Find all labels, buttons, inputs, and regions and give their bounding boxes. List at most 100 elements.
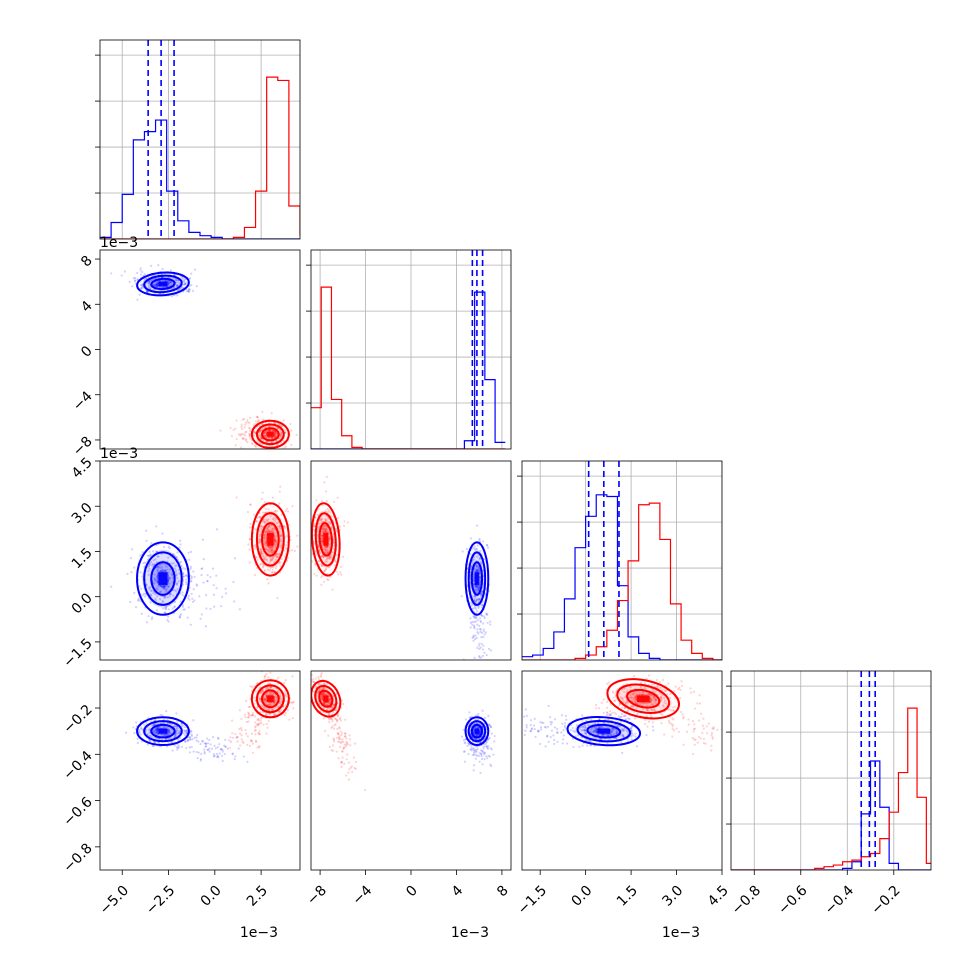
scatter-point <box>698 694 701 697</box>
scatter-point <box>157 585 160 588</box>
scatter-point <box>312 678 315 681</box>
scatter-point <box>475 524 479 527</box>
scatter-point <box>269 556 272 559</box>
scatter-point <box>325 475 328 479</box>
scatter-point <box>475 588 478 591</box>
scatter-point <box>697 735 701 739</box>
scatter-point <box>261 511 265 514</box>
scatter-point <box>338 736 341 739</box>
scatter-point <box>147 573 150 576</box>
scatter-point <box>291 717 294 720</box>
scatter-point <box>283 549 286 552</box>
scatter-point <box>547 704 550 708</box>
scatter-point <box>175 564 178 567</box>
scatter-point <box>314 522 317 525</box>
scatter-point <box>484 631 488 634</box>
scatter-point <box>272 531 275 534</box>
scatter-point <box>472 572 475 575</box>
scatter-point <box>155 726 159 730</box>
scatter-point <box>337 737 341 740</box>
scatter-point <box>173 605 176 608</box>
scatter-point <box>475 564 478 567</box>
scatter-point <box>182 572 185 575</box>
scatter-point <box>270 436 274 439</box>
scatter-point <box>473 625 476 628</box>
scatter-point <box>476 734 479 737</box>
scatter-point <box>166 568 169 571</box>
scatter-point <box>150 594 153 597</box>
scatter-point <box>214 747 217 750</box>
scatter-point <box>163 718 166 721</box>
scatter-point <box>622 700 625 703</box>
scatter-point <box>478 729 481 732</box>
scatter-point <box>199 742 202 746</box>
scatter-point <box>204 625 208 628</box>
scatter-point <box>167 620 170 623</box>
scatter-point <box>220 605 223 608</box>
scatter-point <box>188 558 191 561</box>
contour-line <box>261 689 280 709</box>
scatter-point <box>325 551 328 554</box>
scatter-point <box>671 717 674 720</box>
scatter-point <box>161 599 164 602</box>
scatter-point <box>253 527 256 530</box>
scatter-point <box>351 770 354 774</box>
density-peak <box>267 533 274 546</box>
scatter-point <box>477 597 481 601</box>
scatter-point <box>240 433 244 436</box>
scatter-point <box>667 682 670 685</box>
scatter-point <box>155 525 158 528</box>
scatter-point <box>585 738 588 741</box>
scatter-point <box>330 726 333 730</box>
scatter-point <box>654 698 657 701</box>
scatter-point <box>631 692 635 696</box>
scatter-point <box>168 722 172 725</box>
scatter-point <box>215 755 219 759</box>
scatter-point <box>621 727 624 730</box>
scatter-point <box>255 723 259 726</box>
scatter-point <box>235 437 238 441</box>
scatter-point <box>269 686 273 689</box>
scatter-point <box>175 582 178 585</box>
contour-line <box>136 541 190 616</box>
scatter-point <box>253 573 257 577</box>
scatter-point <box>341 738 344 741</box>
scatter-point <box>314 550 317 553</box>
scatter-point <box>490 764 493 768</box>
scatter-point <box>265 436 268 439</box>
scatter-point <box>175 729 178 732</box>
scatter-point <box>483 651 486 654</box>
scatter-point <box>255 416 259 419</box>
scatter-point <box>464 718 467 721</box>
scatter-point <box>252 434 255 437</box>
scatter-point <box>164 585 167 589</box>
scatter-point <box>317 683 320 686</box>
scatter-point <box>478 556 481 560</box>
scatter-point <box>276 553 279 556</box>
scatter-point <box>202 581 205 584</box>
scatter-point <box>190 576 193 579</box>
scatter-point <box>323 569 326 573</box>
scatter-point <box>155 587 158 590</box>
scatter-point <box>148 729 151 732</box>
scatter-point <box>572 745 575 749</box>
histogram-red-series <box>731 707 931 870</box>
scatter-point <box>247 711 250 714</box>
scatter-point <box>475 714 478 717</box>
scatter-point <box>322 701 326 704</box>
scatter-point <box>518 723 520 725</box>
scatter-point <box>261 520 264 523</box>
scatter-point <box>472 634 475 637</box>
scatter-point <box>312 680 315 684</box>
density-peak <box>158 281 168 286</box>
scatter-point <box>605 714 609 717</box>
scatter-point <box>630 705 633 708</box>
scatter-point <box>677 688 680 691</box>
scatter-point <box>265 547 268 551</box>
scatter-point <box>340 765 343 768</box>
scatter-point <box>274 712 277 715</box>
scatter-point <box>613 728 616 731</box>
scatter-point <box>489 763 492 766</box>
scatter-point <box>271 709 274 712</box>
scatter-point <box>469 621 472 625</box>
